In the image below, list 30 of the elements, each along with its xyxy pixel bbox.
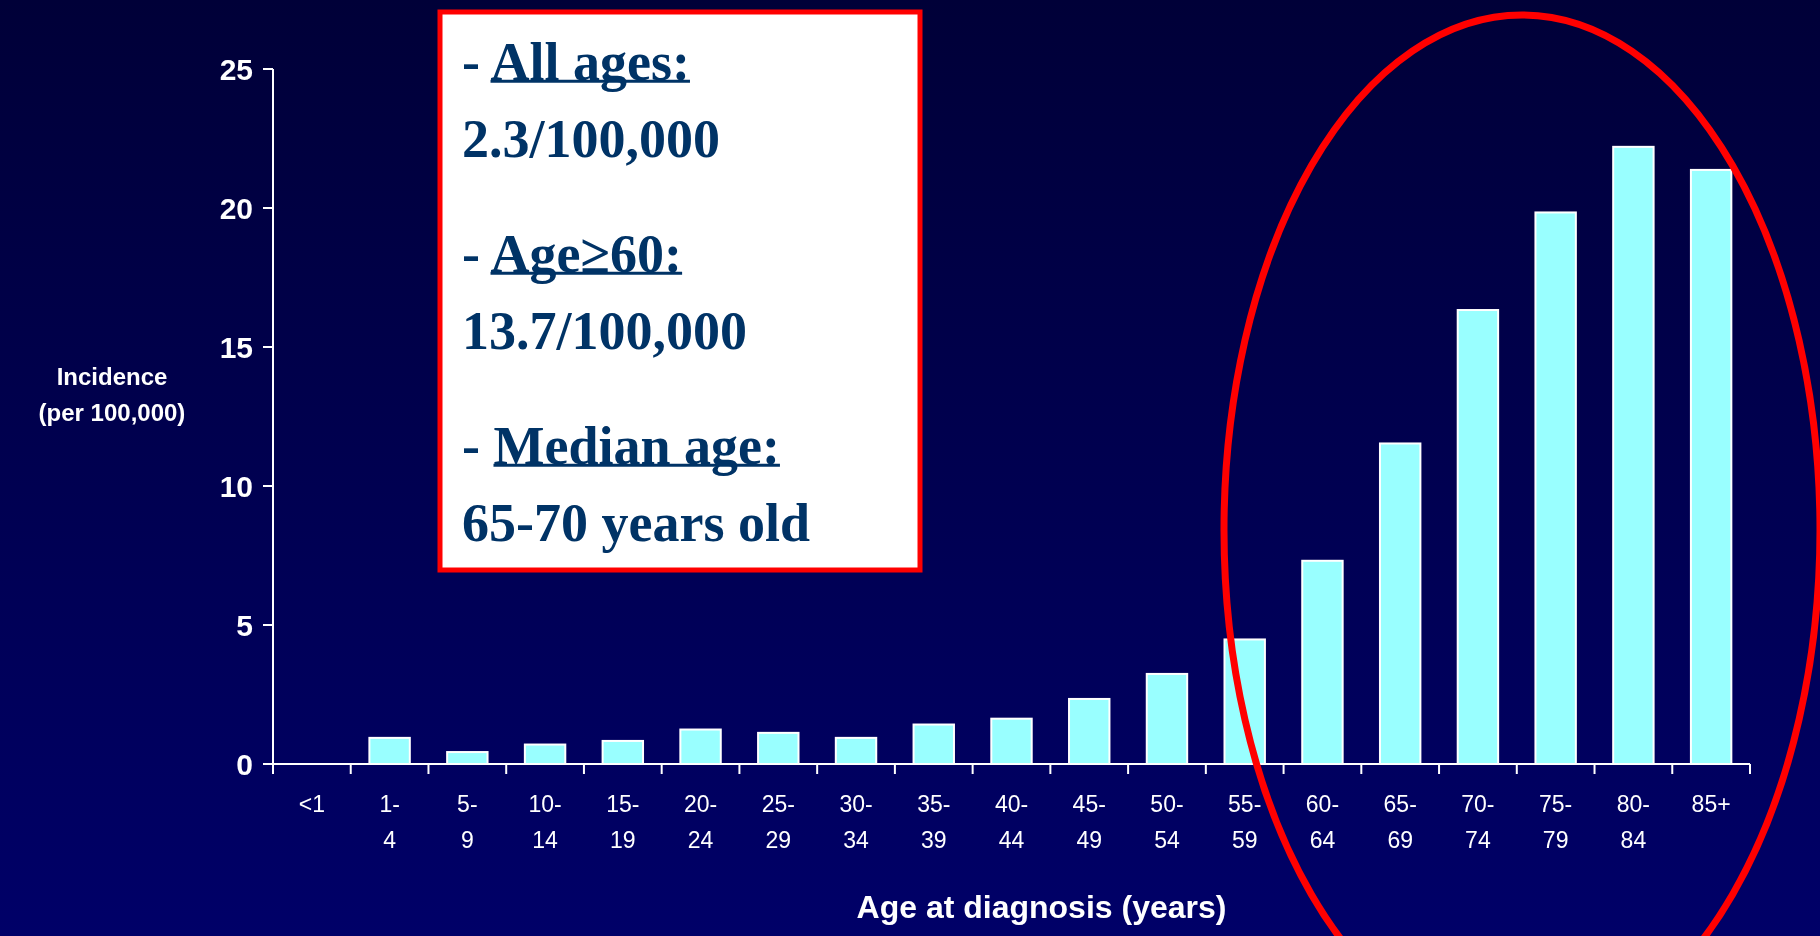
x-tick-label: 60-64 xyxy=(1305,791,1340,853)
y-axis-title: Incidence (per 100,000) xyxy=(38,363,186,426)
x-tick-label: 20-24 xyxy=(683,791,718,853)
x-tick-label: 40-44 xyxy=(994,791,1029,853)
x-tick-label: 15-19 xyxy=(606,791,640,853)
y-tick-label: 10 xyxy=(219,469,253,503)
y-tick-label: 5 xyxy=(236,608,253,642)
y-tick-label: 0 xyxy=(236,747,253,781)
x-tick-label: 65-69 xyxy=(1383,791,1417,853)
x-tick-label: 45-49 xyxy=(1072,791,1106,853)
x-tick-label: 85+ xyxy=(1691,791,1731,817)
annotation: - All ages: 2.3/100,000 xyxy=(462,32,721,169)
x-tick-label: 25-29 xyxy=(761,791,795,853)
y-tick-label: 20 xyxy=(219,191,253,225)
x-tick-label: 80-84 xyxy=(1616,791,1651,853)
x-tick-label: 1-4 xyxy=(379,791,400,853)
x-tick-label: <1 xyxy=(298,791,325,817)
x-tick-label: 5-9 xyxy=(457,791,478,853)
x-tick-label: 70-74 xyxy=(1461,791,1495,853)
annotation: - Median age: 65-70 years old xyxy=(462,416,810,553)
y-tick-label: 15 xyxy=(219,330,253,364)
x-tick-label: 10-14 xyxy=(528,791,562,853)
y-tick-label: 25 xyxy=(219,52,253,86)
x-tick-label: 75-79 xyxy=(1539,791,1573,853)
annotation: - Age≥60: 13.7/100,000 xyxy=(462,224,748,361)
x-tick-label: 50-54 xyxy=(1150,791,1184,853)
x-tick-label: 35-39 xyxy=(917,791,951,853)
x-axis-title: Age at diagnosis (years) xyxy=(856,889,1227,925)
x-tick-label: 30-34 xyxy=(839,791,873,853)
x-tick-label: 55-59 xyxy=(1228,791,1262,853)
